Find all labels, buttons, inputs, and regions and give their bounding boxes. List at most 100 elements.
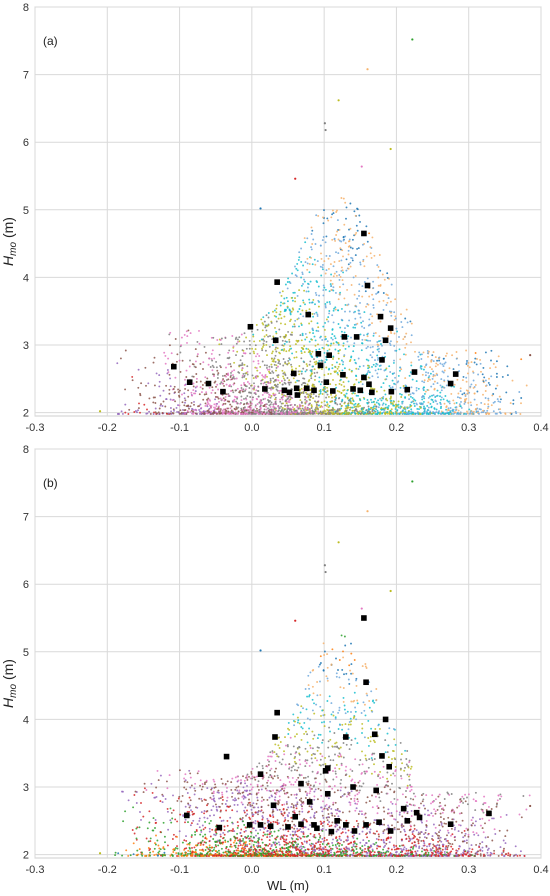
- scatter-point: [256, 389, 259, 392]
- scatter-point: [220, 337, 223, 340]
- scatter-point: [475, 403, 478, 406]
- scatter-point: [313, 368, 316, 371]
- scatter-point: [417, 842, 420, 845]
- scatter-point: [449, 412, 452, 415]
- x-tick-label-a: 0.4: [533, 422, 548, 434]
- scatter-point: [222, 851, 225, 854]
- scatter-point: [289, 753, 292, 756]
- scatter-point: [320, 252, 322, 255]
- scatter-point: [169, 331, 172, 334]
- highlighted-point: [411, 369, 418, 375]
- scatter-point: [410, 322, 413, 325]
- scatter-point: [394, 406, 397, 409]
- scatter-point: [280, 405, 283, 408]
- scatter-point: [338, 286, 341, 288]
- scatter-point: [195, 377, 198, 380]
- scatter-point: [439, 395, 441, 398]
- scatter-point: [459, 387, 462, 390]
- scatter-point: [307, 684, 310, 687]
- scatter-point: [270, 413, 273, 415]
- scatter-point: [301, 332, 304, 335]
- scatter-point: [189, 410, 192, 413]
- scatter-point: [206, 405, 209, 408]
- scatter-point: [283, 379, 286, 382]
- scatter-point: [241, 355, 244, 358]
- scatter-point: [324, 846, 327, 848]
- scatter-point: [262, 811, 265, 814]
- scatter-point: [304, 261, 307, 264]
- scatter-point: [325, 343, 328, 346]
- scatter-point: [360, 712, 363, 714]
- scatter-point: [186, 405, 189, 407]
- scatter-point: [434, 374, 436, 377]
- scatter-point: [294, 265, 296, 268]
- scatter-point: [360, 321, 363, 324]
- scatter-point: [431, 354, 434, 357]
- scatter-point: [442, 357, 445, 360]
- scatter-point: [277, 409, 280, 412]
- scatter-point: [265, 343, 268, 346]
- scatter-point: [309, 399, 312, 401]
- scatter-point: [285, 802, 288, 805]
- scatter-point: [317, 838, 320, 841]
- scatter-point: [278, 381, 281, 384]
- scatter-point: [312, 412, 315, 415]
- scatter-point: [455, 851, 458, 854]
- scatter-point: [460, 406, 463, 409]
- scatter-point: [274, 393, 277, 396]
- scatter-point: [305, 290, 308, 293]
- scatter-point: [411, 38, 414, 41]
- scatter-point: [379, 411, 382, 414]
- scatter-point: [252, 844, 255, 846]
- scatter-point: [276, 374, 279, 377]
- highlighted-point: [364, 282, 371, 289]
- scatter-point: [361, 407, 364, 410]
- scatter-point: [389, 401, 392, 404]
- scatter-point: [185, 788, 188, 791]
- scatter-point: [217, 372, 220, 375]
- scatter-point: [198, 342, 201, 345]
- scatter-point: [208, 830, 211, 833]
- scatter-point: [242, 372, 245, 375]
- highlighted-point: [366, 381, 372, 388]
- scatter-point: [367, 737, 370, 739]
- scatter-point: [442, 845, 445, 848]
- scatter-point: [420, 353, 423, 356]
- scatter-point: [430, 385, 433, 388]
- scatter-point: [277, 379, 280, 382]
- scatter-point: [270, 388, 272, 391]
- scatter-point: [343, 412, 346, 415]
- scatter-point: [154, 819, 157, 821]
- scatter-point: [285, 411, 288, 414]
- scatter-point: [439, 362, 442, 365]
- scatter-point: [131, 375, 134, 378]
- scatter-point: [364, 816, 367, 819]
- scatter-point: [366, 827, 368, 830]
- scatter-point: [442, 365, 445, 368]
- scatter-point: [304, 338, 307, 341]
- scatter-point: [237, 371, 240, 374]
- scatter-point: [256, 799, 259, 802]
- scatter-point: [323, 286, 326, 289]
- scatter-point: [343, 354, 346, 357]
- scatter-point: [208, 822, 211, 825]
- scatter-point: [440, 378, 443, 381]
- scatter-point: [450, 834, 452, 837]
- scatter-point: [278, 392, 281, 395]
- scatter-point: [408, 773, 411, 776]
- scatter-point: [355, 374, 357, 377]
- scatter-point: [125, 849, 128, 852]
- scatter-point: [390, 399, 393, 402]
- scatter-point: [435, 408, 438, 411]
- scatter-point: [210, 404, 213, 407]
- scatter-point: [441, 811, 444, 814]
- scatter-point: [280, 317, 283, 320]
- scatter-point: [386, 375, 388, 378]
- scatter-point: [354, 706, 357, 709]
- scatter-point: [294, 381, 297, 384]
- scatter-point: [249, 396, 252, 398]
- scatter-point: [409, 395, 412, 398]
- scatter-point: [254, 404, 257, 407]
- scatter-point: [315, 360, 318, 363]
- scatter-point: [353, 403, 356, 406]
